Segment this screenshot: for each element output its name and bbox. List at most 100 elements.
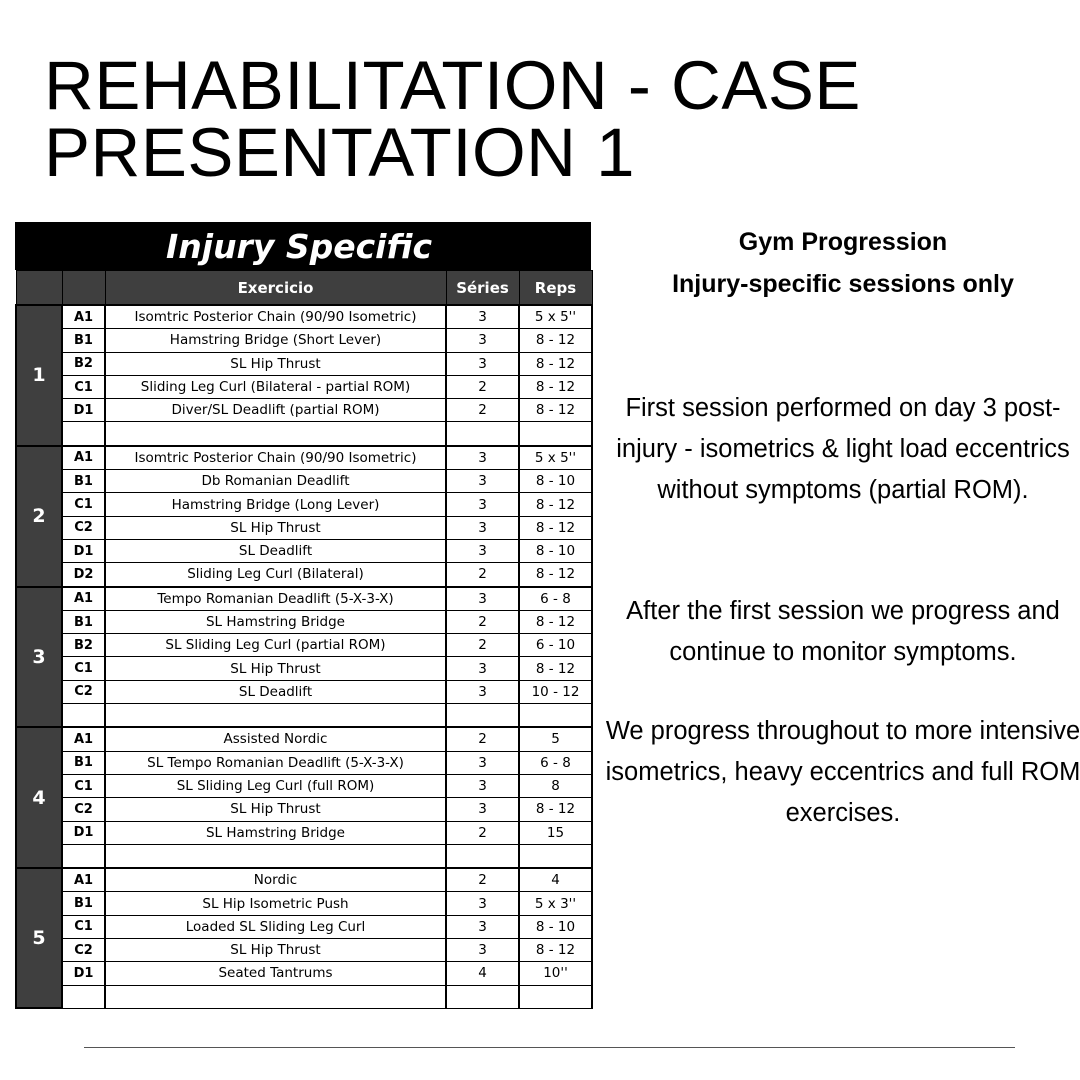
exercise-name: [104, 703, 447, 728]
exercise-name: SL Hip Thrust: [104, 797, 447, 822]
table-row: C2 SL Deadlift 3 10 - 12: [16, 679, 593, 705]
exercise-reps: 4: [518, 867, 593, 893]
exercise-reps: [518, 703, 593, 728]
notes-heading: Gym Progression: [738, 228, 948, 256]
exercise-reps: 8 - 12: [518, 797, 593, 822]
table-heading: Injury Specific: [165, 226, 433, 266]
table-row: D2 Sliding Leg Curl (Bilateral) 2 8 - 12: [16, 562, 593, 588]
bottom-divider: [84, 1047, 1015, 1048]
exercise-reps: 10'': [518, 961, 593, 986]
exercise-code: [61, 703, 106, 728]
table-row: B1 SL Tempo Romanian Deadlift (5-X-3-X) 3 6…: [16, 750, 593, 775]
exercise-series: 3: [445, 585, 520, 611]
exercise-series: 4: [445, 961, 520, 986]
exercise-reps: 10 - 12: [518, 679, 593, 705]
exercise-series: [445, 421, 520, 447]
exercise-name: SL Sliding Leg Curl (full ROM): [104, 773, 447, 799]
table-row: C1 Loaded SL Sliding Leg Curl 3 8 - 10: [16, 914, 593, 940]
table-row: B1 Db Romanian Deadlift 3 8 - 10: [16, 469, 593, 494]
exercise-name: SL Hamstring Bridge: [104, 609, 447, 635]
table-row: D1 Diver/SL Deadlift (partial ROM) 2 8 - 12: [16, 398, 593, 423]
exercise-name: SL Sliding Leg Curl (partial ROM): [104, 633, 447, 658]
exercise-code: B2: [61, 633, 106, 658]
exercise-code: C2: [61, 515, 106, 540]
exercise-code: D1: [61, 820, 106, 845]
column-header-exercise: Exercicio: [104, 270, 447, 306]
exercise-name: Hamstring Bridge (Long Lever): [104, 492, 447, 517]
exercise-series: 2: [445, 867, 520, 893]
exercise-code: B1: [61, 328, 106, 353]
exercise-name: SL Hip Thrust: [104, 938, 447, 963]
exercise-code: B1: [61, 469, 106, 494]
exercise-reps: 8 - 12: [518, 351, 593, 376]
exercise-code: C2: [61, 938, 106, 963]
exercise-name: SL Deadlift: [104, 679, 447, 705]
session-number: 5: [15, 867, 63, 1010]
exercise-name: Tempo Romanian Deadlift (5-X-3-X): [104, 585, 447, 611]
exercise-code: B1: [61, 609, 106, 635]
table-row: D1 SL Hamstring Bridge 2 15: [16, 820, 593, 845]
table-row: B2 SL Hip Thrust 3 8 - 12: [16, 351, 593, 376]
exercise-name: Isomtric Posterior Chain (90/90 Isometri…: [104, 444, 447, 471]
exercise-code: D1: [61, 398, 106, 423]
exercise-series: [445, 984, 520, 1009]
table-row: C1 SL Hip Thrust 3 8 - 12: [16, 656, 593, 681]
exercise-code: A1: [61, 585, 106, 611]
exercise-reps: 8 - 12: [518, 374, 593, 400]
exercise-series: [445, 703, 520, 728]
exercise-name: Sliding Leg Curl (Bilateral): [104, 562, 447, 588]
exercise-reps: 8 - 12: [518, 656, 593, 681]
table-row: [16, 703, 593, 728]
exercise-code: [61, 984, 106, 1009]
notes-subheading: Injury-specific sessions only: [672, 270, 1014, 298]
column-header-row: Exercicio Séries Reps: [15, 270, 593, 306]
table-row: [16, 984, 593, 1009]
exercise-series: 2: [445, 374, 520, 400]
exercise-reps: 5 x 5'': [518, 444, 593, 471]
exercise-reps: 5 x 5'': [518, 304, 593, 330]
table-row: C2 SL Hip Thrust 3 8 - 12: [16, 797, 593, 822]
table-row: 4 A1 Assisted Nordic 2 5: [15, 726, 593, 870]
exercise-series: 2: [445, 726, 520, 752]
exercise-series: 2: [445, 398, 520, 423]
notes-paragraph-2: After the first session we progress and …: [626, 597, 1060, 666]
page-title: REHABILITATION - CASE PRESENTATION 1: [44, 47, 861, 191]
table-row: C1 Hamstring Bridge (Long Lever) 3 8 - 12: [16, 492, 593, 517]
exercise-name: SL Hip Thrust: [104, 656, 447, 681]
table-row: C1 SL Sliding Leg Curl (full ROM) 3 8: [16, 773, 593, 799]
table-row: 3 A1 Tempo Romanian Deadlift (5-X-3-X) 3 6 -…: [15, 585, 593, 729]
exercise-grid: Exercicio Séries Reps 1 A1 Isomtric Poster…: [15, 270, 593, 1010]
exercise-series: 2: [445, 633, 520, 658]
exercise-name: [104, 984, 447, 1009]
exercise-name: SL Hip Isometric Push: [104, 891, 447, 916]
exercise-series: 3: [445, 656, 520, 681]
exercise-reps: [518, 843, 593, 869]
session-number: 2: [15, 444, 63, 588]
table-row: B2 SL Sliding Leg Curl (partial ROM) 2 6 - …: [16, 633, 593, 658]
exercise-series: 3: [445, 328, 520, 353]
exercise-series: 3: [445, 679, 520, 705]
exercise-name: SL Hip Thrust: [104, 515, 447, 540]
exercise-series: 3: [445, 750, 520, 775]
exercise-code: B1: [61, 750, 106, 775]
exercise-code: [61, 421, 106, 447]
exercise-series: [445, 843, 520, 869]
table-row: [16, 843, 593, 869]
exercise-reps: 8: [518, 773, 593, 799]
exercise-series: 3: [445, 773, 520, 799]
exercise-code: C1: [61, 492, 106, 517]
table-row: [16, 421, 593, 447]
exercise-series: 3: [445, 538, 520, 564]
table-heading-bar: Injury Specific: [15, 222, 591, 270]
table-row: 2 A1 Isomtric Posterior Chain (90/90 Isome…: [15, 444, 593, 588]
table-row: 5 A1 Nordic 2 4: [15, 867, 593, 1010]
exercise-reps: 8 - 10: [518, 538, 593, 564]
exercise-code: C1: [61, 656, 106, 681]
exercise-series: 3: [445, 351, 520, 376]
exercise-reps: 8 - 12: [518, 609, 593, 635]
table-row: D1 Seated Tantrums 4 10'': [16, 961, 593, 986]
column-header-code: [61, 270, 106, 306]
exercise-name: Hamstring Bridge (Short Lever): [104, 328, 447, 353]
exercise-name: Sliding Leg Curl (Bilateral - partial RO…: [104, 374, 447, 400]
